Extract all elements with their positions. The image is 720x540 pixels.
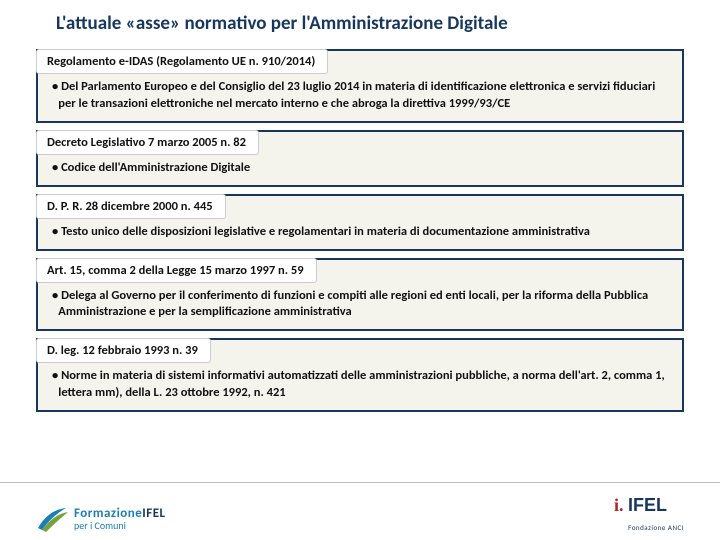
section-header: D. leg. 12 febbraio 1993 n. 39: [36, 338, 211, 363]
section-bullet: Norme in materia di sistemi informativi …: [52, 368, 668, 402]
section-bullet: Delega al Governo per il conferimento di…: [52, 288, 668, 322]
ifel-subtitle: Fondazione ANCI: [614, 523, 684, 532]
sections-container: Regolamento e-IDAS (Regolamento UE n. 91…: [0, 49, 720, 412]
section-header: Decreto Legislativo 7 marzo 2005 n. 82: [36, 130, 259, 155]
swoosh-icon: [36, 504, 70, 534]
page-title: L'attuale «asse» normativo per l'Amminis…: [0, 0, 720, 35]
section-block: Decreto Legislativo 7 marzo 2005 n. 82 C…: [36, 130, 684, 187]
logo-ifel: i. IFEL Fondazione ANCI: [614, 493, 684, 532]
section-block: Art. 15, comma 2 della Legge 15 marzo 19…: [36, 258, 684, 332]
logo-formazione-ifel: FormazioneIFEL per i Comuni: [36, 504, 166, 534]
footer: FormazioneIFEL per i Comuni i. IFEL Fond…: [0, 482, 720, 540]
section-block: D. leg. 12 febbraio 1993 n. 39 Norme in …: [36, 338, 684, 412]
section-block: D. P. R. 28 dicembre 2000 n. 445 Testo u…: [36, 194, 684, 251]
logo-left-line2: per i Comuni: [74, 521, 166, 532]
section-block: Regolamento e-IDAS (Regolamento UE n. 91…: [36, 49, 684, 123]
section-header: D. P. R. 28 dicembre 2000 n. 445: [36, 194, 226, 219]
logo-left-line1-part2: IFEL: [142, 506, 165, 521]
section-header: Art. 15, comma 2 della Legge 15 marzo 19…: [36, 258, 317, 283]
section-bullet: Testo unico delle disposizioni legislati…: [52, 224, 668, 241]
ifel-mark-icon: i. IFEL: [614, 493, 684, 517]
section-bullet: Del Parlamento Europeo e del Consiglio d…: [52, 79, 668, 113]
ifel-text: IFEL: [628, 495, 667, 515]
ifel-dot: i.: [614, 495, 624, 515]
section-bullet: Codice dell'Amministrazione Digitale: [52, 160, 668, 177]
section-header: Regolamento e-IDAS (Regolamento UE n. 91…: [36, 49, 328, 74]
